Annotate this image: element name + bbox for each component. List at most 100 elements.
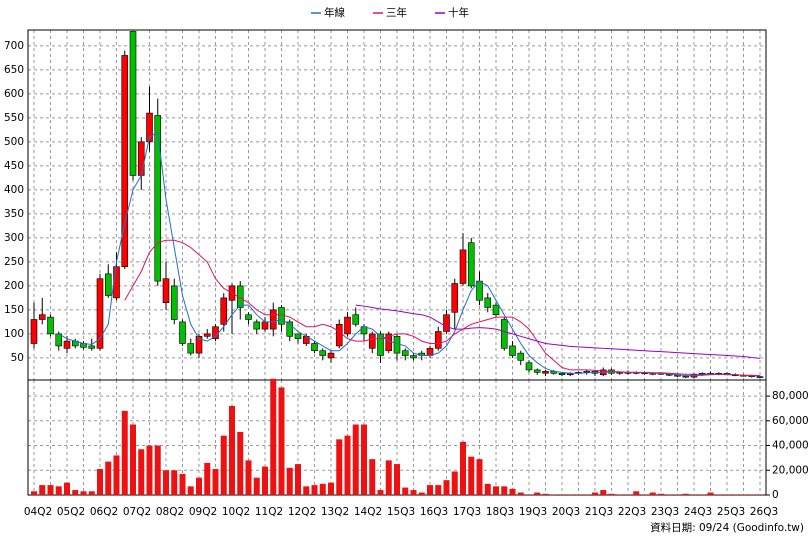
volume-bar	[707, 492, 714, 495]
volume-bar	[666, 494, 673, 495]
candle-body	[104, 273, 112, 296]
volume-bar	[715, 494, 722, 495]
volume-bar	[476, 459, 483, 495]
candle-body	[517, 352, 525, 361]
volume-bar	[600, 490, 607, 495]
y-tick-label: 500	[4, 136, 24, 148]
x-tick-label: 13Q2	[321, 506, 349, 518]
candle-body	[245, 314, 252, 320]
volume-bar	[468, 456, 475, 495]
x-tick-label: 12Q2	[288, 506, 316, 518]
volume-bar	[97, 469, 103, 495]
volume-bar	[501, 486, 508, 495]
candle-body	[393, 336, 401, 354]
volume-bar	[682, 493, 689, 495]
volume-bar	[451, 471, 458, 495]
volume-bar	[402, 487, 409, 495]
volume-bar	[460, 441, 466, 495]
y2-tick-label: 0	[772, 489, 779, 501]
y-tick-label: 600	[4, 88, 24, 100]
y-tick-label: 700	[4, 40, 24, 52]
y-tick-label: 50	[11, 352, 24, 364]
volume-bar	[559, 494, 565, 495]
volume-bar	[105, 461, 112, 495]
volume-bar	[179, 473, 186, 495]
volume-bar	[757, 494, 763, 495]
volume-bar	[278, 387, 285, 495]
candle-body	[451, 283, 459, 313]
candle-body	[261, 321, 269, 330]
volume-bar	[526, 494, 532, 495]
y2-tick-label: 20,000	[772, 464, 808, 476]
candle-body	[137, 141, 145, 176]
volume-bar	[550, 494, 557, 495]
candle-body	[377, 333, 384, 356]
x-tick-label: 20Q3	[552, 506, 580, 518]
x-tick-label: 24Q3	[684, 506, 712, 518]
x-tick-label: 04Q2	[24, 506, 52, 518]
volume-bar	[369, 459, 376, 495]
candle-body	[410, 355, 417, 359]
volume-bar	[658, 493, 664, 495]
volume-bar	[212, 469, 219, 495]
candle-body	[88, 345, 96, 349]
volume-bar	[262, 466, 268, 495]
volume-bar	[385, 460, 392, 495]
volume-bar	[311, 485, 318, 495]
candle-body	[542, 371, 549, 374]
x-tick-label: 08Q2	[156, 506, 184, 518]
candle-body	[558, 372, 566, 376]
volume-bar	[187, 486, 194, 495]
volume-bar	[64, 482, 70, 495]
candle-body	[179, 321, 186, 344]
volume-bar	[641, 494, 648, 495]
candle-body	[162, 278, 170, 304]
candle-body	[278, 307, 285, 325]
x-tick-label: 22Q3	[618, 506, 646, 518]
volume-bar	[443, 480, 450, 495]
ma-line	[124, 239, 761, 377]
candle-body	[253, 321, 261, 330]
volume-bar	[625, 494, 631, 495]
y2-tick-label: 60,000	[772, 415, 808, 427]
candle-body	[434, 331, 442, 349]
candle-body	[467, 242, 475, 287]
volume-bar	[699, 494, 706, 495]
volume-bar	[575, 494, 582, 495]
volume-bar	[740, 494, 747, 495]
volume-bar	[88, 491, 95, 495]
volume-bar	[303, 486, 310, 495]
candle-body	[459, 249, 467, 284]
volume-bar	[163, 470, 169, 495]
candle-body	[533, 369, 541, 373]
volume-bar	[608, 493, 615, 495]
candle-body	[682, 375, 690, 378]
candle-body	[113, 266, 120, 299]
candle-body	[30, 319, 38, 344]
volume-bar	[724, 494, 730, 495]
candle-body	[616, 372, 624, 374]
volume-bar	[748, 494, 755, 495]
x-tick-label: 16Q3	[420, 506, 448, 518]
x-tick-label: 09Q2	[189, 506, 217, 518]
candle-body	[195, 336, 203, 354]
candle-body	[352, 314, 360, 325]
y2-tick-label: 80,000	[772, 390, 808, 402]
y-tick-label: 200	[4, 280, 24, 292]
candle-body	[509, 345, 516, 356]
candle-body	[443, 314, 450, 332]
volume-bar	[121, 410, 128, 495]
volume-bar	[484, 483, 491, 495]
x-tick-label: 05Q2	[57, 506, 85, 518]
x-tick-label: 21Q3	[585, 506, 613, 518]
volume-bar	[649, 492, 656, 495]
candle-body	[286, 321, 294, 337]
volume-bar	[295, 464, 301, 495]
y-tick-label: 350	[4, 208, 24, 220]
candle-body	[319, 350, 327, 356]
x-tick-label: 06Q2	[90, 506, 118, 518]
volume-bar	[204, 462, 211, 495]
volume-bar	[344, 435, 351, 495]
candle-body	[187, 343, 195, 354]
volume-bar	[72, 490, 79, 495]
